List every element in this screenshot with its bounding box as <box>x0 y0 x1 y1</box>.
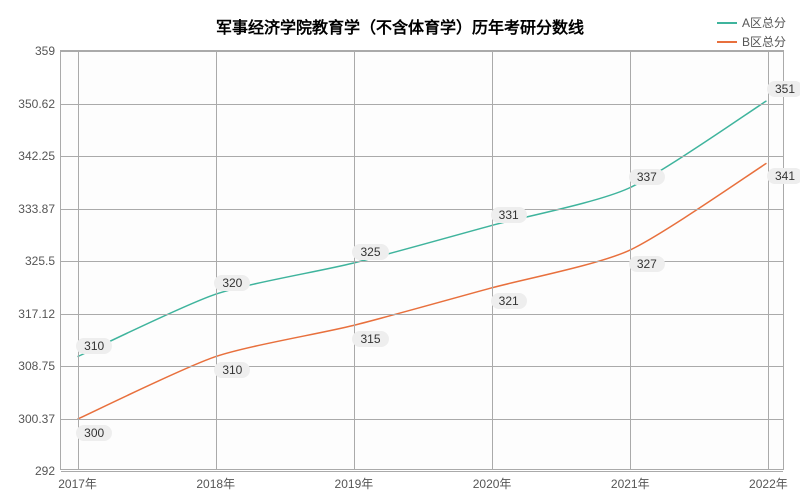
grid-line-h <box>61 471 783 472</box>
legend-swatch <box>717 22 737 24</box>
data-label: 300 <box>76 425 112 441</box>
grid-line-h <box>61 51 783 52</box>
y-axis-label: 342.25 <box>18 149 61 163</box>
x-axis-label: 2018年 <box>196 469 235 492</box>
x-axis-label: 2019年 <box>335 469 374 492</box>
data-label: 351 <box>767 81 800 97</box>
grid-line-h <box>61 104 783 105</box>
series-line <box>78 163 767 419</box>
data-label: 310 <box>214 362 250 378</box>
legend: A区总分 B区总分 <box>717 14 786 52</box>
y-axis-label: 308.75 <box>18 359 61 373</box>
grid-line-v <box>354 51 355 469</box>
data-label: 315 <box>352 331 388 347</box>
grid-line-h <box>61 314 783 315</box>
grid-line-v <box>492 51 493 469</box>
grid-line-h <box>61 209 783 210</box>
data-label: 341 <box>767 168 800 184</box>
data-label: 327 <box>629 256 665 272</box>
data-label: 310 <box>76 338 112 354</box>
chart-container: 军事经济学院教育学（不含体育学）历年考研分数线 A区总分B区总分 292300.… <box>0 0 800 500</box>
grid-line-h <box>61 261 783 262</box>
y-axis-label: 333.87 <box>18 202 61 216</box>
y-axis-label: 359 <box>35 44 61 58</box>
legend-swatch <box>717 41 737 43</box>
grid-line-v <box>78 51 79 469</box>
x-axis-label: 2020年 <box>473 469 512 492</box>
grid-line-h <box>61 156 783 157</box>
y-axis-label: 317.12 <box>18 307 61 321</box>
legend-item: A区总分 <box>717 14 786 31</box>
y-axis-label: 325.5 <box>25 254 61 268</box>
data-label: 331 <box>491 207 527 223</box>
x-axis-label: 2022年 <box>749 469 788 492</box>
grid-line-v <box>768 51 769 469</box>
legend-item: B区总分 <box>717 33 786 50</box>
plot-area: 292300.37308.75317.12325.5333.87342.2535… <box>60 50 784 470</box>
y-axis-label: 300.37 <box>18 412 61 426</box>
grid-line-h <box>61 366 783 367</box>
y-axis-label: 292 <box>35 464 61 478</box>
grid-line-h <box>61 419 783 420</box>
grid-line-v <box>216 51 217 469</box>
chart-title: 军事经济学院教育学（不含体育学）历年考研分数线 <box>0 0 800 38</box>
legend-label: A区总分 <box>742 14 786 31</box>
series-line <box>78 101 767 357</box>
x-axis-label: 2021年 <box>611 469 650 492</box>
y-axis-label: 350.62 <box>18 97 61 111</box>
data-label: 320 <box>214 275 250 291</box>
data-label: 337 <box>629 169 665 185</box>
chart-lines-svg <box>61 51 783 469</box>
legend-label: B区总分 <box>742 33 786 50</box>
data-label: 321 <box>491 293 527 309</box>
data-label: 325 <box>352 244 388 260</box>
x-axis-label: 2017年 <box>58 469 97 492</box>
